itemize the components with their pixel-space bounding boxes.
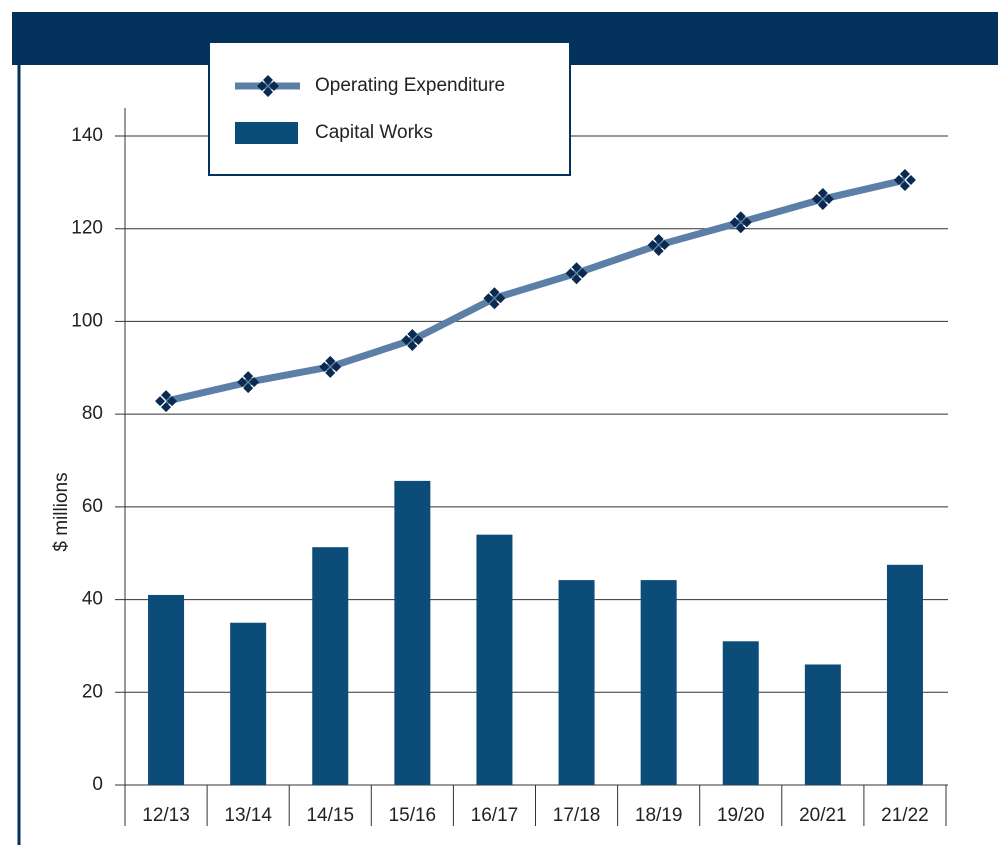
x-tick-label: 20/21 [799,805,847,826]
bar [640,580,677,785]
legend-label: Operating Expenditure [315,75,505,96]
bar [148,594,185,785]
legend-marker [257,75,279,97]
y-axis-label: $ millions [51,472,72,551]
legend-swatch [235,122,298,144]
marker [893,169,916,192]
marker [729,211,752,234]
bar [476,534,513,785]
marker [483,287,506,310]
bar [722,641,759,785]
marker [811,188,834,211]
line [165,176,906,405]
bar [312,547,349,785]
y-tick-label: 80 [82,403,103,424]
bar [230,622,267,785]
x-tick-label: 16/17 [471,805,519,826]
legend-label: Capital Works [315,122,433,143]
bar [886,564,923,785]
y-tick-label: 60 [82,496,103,517]
x-tick-label: 15/16 [389,805,437,826]
bar [394,480,431,785]
y-tick-label: 140 [71,125,103,146]
plot: 0 20 40 60 80 100 120 140 12/13 13/14 14/15 15/16 16… [71,108,948,826]
marker [401,328,424,351]
y-tick-label: 0 [92,774,103,795]
x-tick-label: 19/20 [717,805,765,826]
y-tick-label: 40 [82,589,103,610]
bar [804,664,841,785]
x-tick-label: 21/22 [881,805,929,826]
bar [558,580,595,785]
y-tick-label: 100 [71,310,103,331]
x-tick-label: 14/15 [306,805,354,826]
marker [565,262,588,285]
y-tick-label: 120 [71,218,103,239]
x-tick-label: 17/18 [553,805,601,826]
y-tick-label: 20 [82,681,103,702]
marker [237,371,260,394]
legend-box [208,41,571,176]
x-tick-label: 18/19 [635,805,683,826]
marker [155,390,178,413]
x-tick-label: 12/13 [142,805,190,826]
x-tick-label: 13/14 [224,805,272,826]
marker [319,355,342,378]
legend: Operating Expenditure Capital Works [208,41,571,176]
marker [647,233,670,256]
